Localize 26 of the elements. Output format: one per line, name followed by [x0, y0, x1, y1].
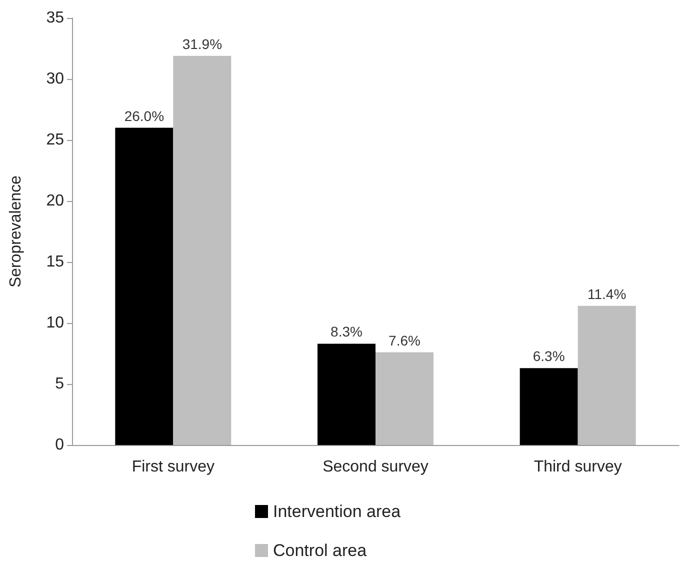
y-tick-label: 30	[46, 70, 64, 88]
legend-label: Intervention area	[273, 502, 402, 521]
data-label: 6.3%	[532, 348, 565, 364]
data-label: 11.4%	[587, 286, 626, 302]
y-axis-title: Seroprevalence	[8, 175, 24, 288]
data-label: 31.9%	[182, 36, 222, 52]
bar	[520, 368, 578, 445]
y-tick-label: 25	[46, 132, 64, 148]
bar	[318, 344, 376, 445]
bar	[173, 56, 232, 445]
y-tick-label: 5	[55, 376, 64, 392]
bar	[376, 352, 434, 445]
bar	[578, 306, 636, 445]
y-tick-label: 0	[55, 436, 64, 454]
y-tick-label: 35	[46, 10, 64, 26]
bar	[115, 128, 174, 445]
x-tick-label: Third survey	[534, 458, 622, 476]
y-tick-label: 20	[46, 192, 64, 210]
data-label: 8.3%	[330, 324, 362, 340]
x-tick-label: Second survey	[322, 458, 428, 476]
y-tick-label: 15	[46, 254, 64, 270]
x-tick-label: First survey	[132, 458, 215, 476]
legend-label: Control area	[273, 541, 368, 560]
data-label: 26.0%	[124, 108, 164, 124]
data-label: 7.6%	[388, 332, 420, 348]
y-tick-label: 10	[46, 314, 64, 332]
